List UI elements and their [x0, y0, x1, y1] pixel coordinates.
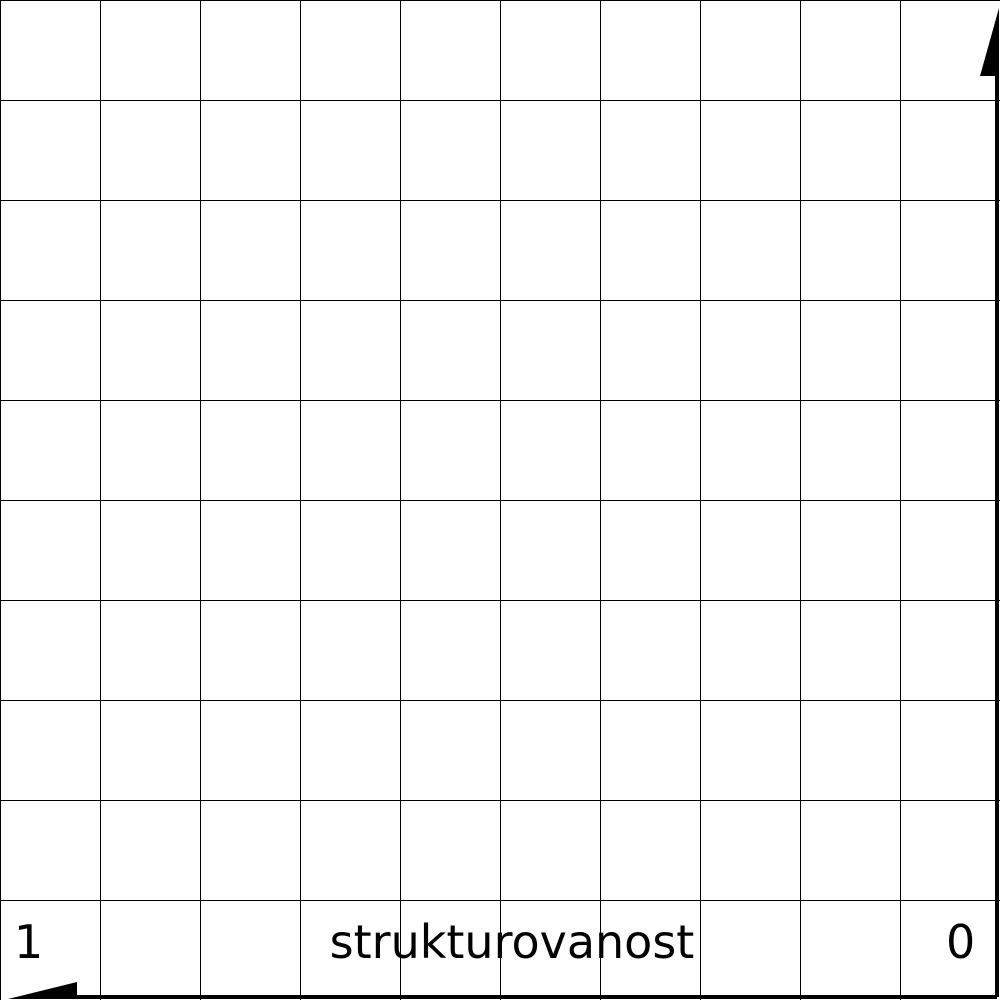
axis-right-value: 0 [946, 915, 975, 969]
axis-label: strukturovanost [330, 915, 695, 969]
up-arrow-icon [980, 8, 999, 76]
left-arrow-icon [8, 982, 77, 999]
axis-left-value: 1 [14, 915, 43, 969]
